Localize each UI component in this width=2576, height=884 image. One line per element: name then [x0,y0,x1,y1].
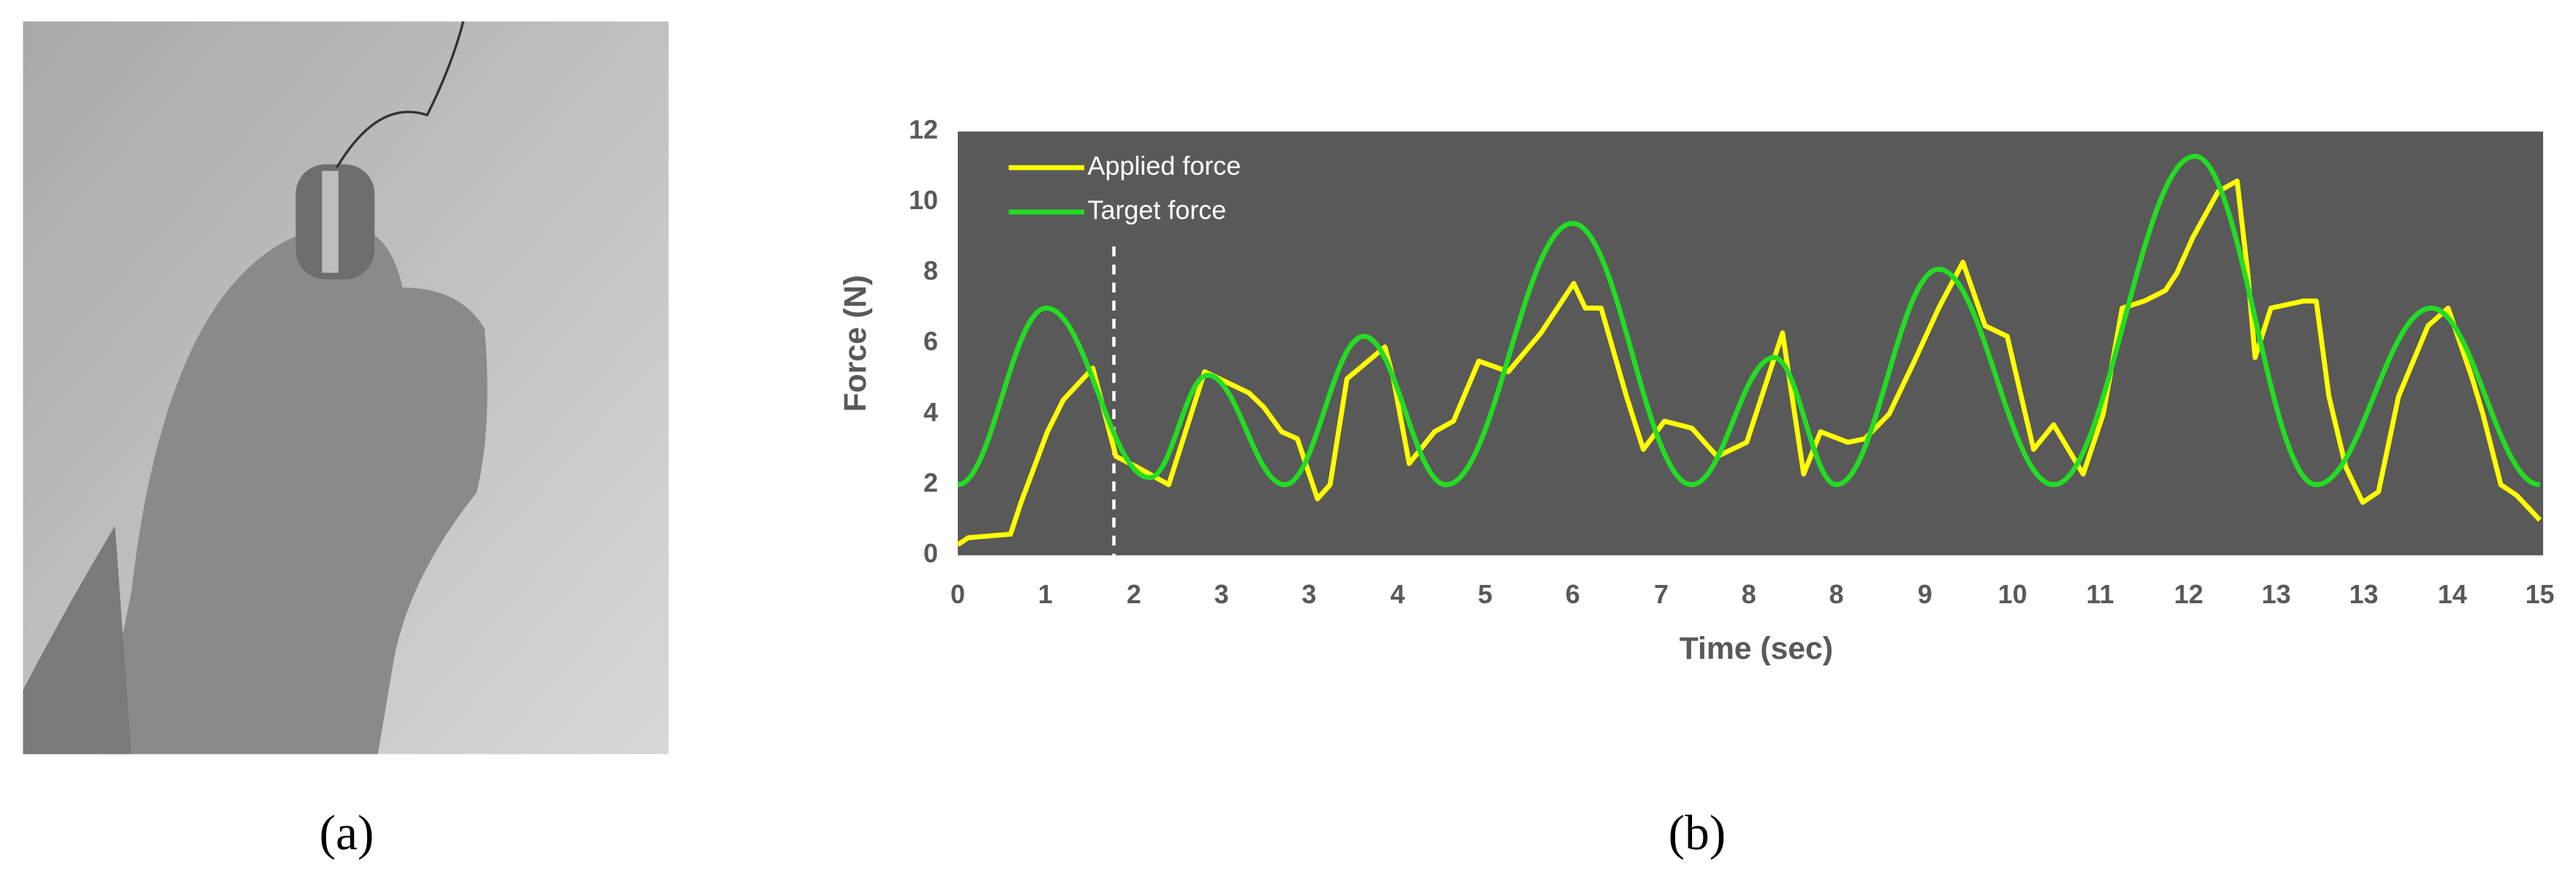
panel-label: (b) [1669,805,1726,860]
x-tick-label: 1 [1038,579,1053,609]
panel-label: (a) [320,805,374,860]
x-tick-label: 0 [951,579,965,609]
y-tick-label: 6 [923,326,938,356]
series-line [956,178,2542,547]
x-tick-label: 13 [2262,579,2291,609]
legend-label: Applied force [1087,151,1241,181]
x-tick-label: 3 [1302,579,1316,609]
x-tick-label: 6 [1565,579,1580,609]
y-tick-label: 2 [923,467,938,497]
y-axis-label: Force (N) [838,275,873,412]
x-axis-label: Time (sec) [1680,631,1833,666]
x-tick-label: 4 [1390,579,1405,609]
x-tick-label: 8 [1829,579,1843,609]
y-tick-label: 10 [909,185,938,215]
y-tick-label: 0 [923,538,938,568]
plot-area [957,131,2544,556]
x-tick-label: 10 [1998,579,2027,609]
x-tick-label: 15 [2526,579,2555,609]
x-tick-label: 11 [2086,579,2114,609]
y-tick-label: 8 [923,256,938,286]
legend-label: Target force [1087,194,1226,224]
y-tick-label: 4 [923,397,938,427]
series-line [957,154,2541,488]
x-tick-label: 7 [1654,579,1669,609]
x-tick-label: 5 [1478,579,1492,609]
photo [23,20,669,755]
x-tick-label: 12 [2174,579,2203,609]
y-tick-label: 12 [909,114,938,144]
x-tick-label: 8 [1742,579,1756,609]
x-tick-label: 3 [1215,579,1229,609]
x-tick-label: 13 [2349,579,2379,609]
x-tick-label: 9 [1918,579,1933,609]
x-tick-label: 2 [1127,579,1141,609]
x-tick-label: 14 [2438,579,2467,609]
